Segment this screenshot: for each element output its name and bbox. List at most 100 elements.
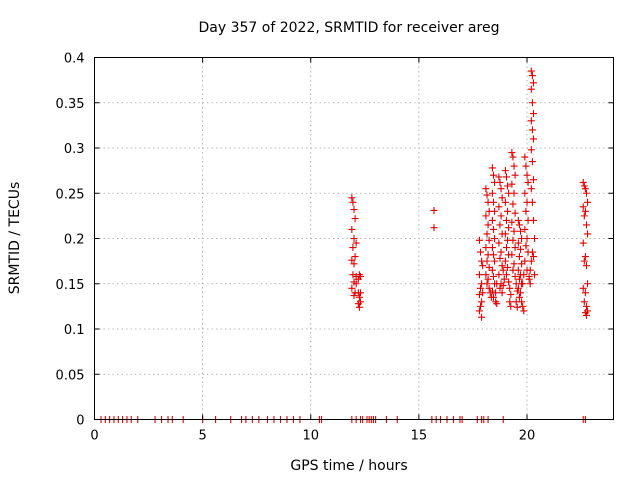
data-point (495, 173, 503, 181)
x-axis-label: GPS time / hours (290, 458, 407, 474)
data-point (527, 67, 535, 75)
axes: 0 0.05 0.1 0.15 0.2 0.25 0.3 0.35 0.4 0 5 10 15 20 (56, 52, 614, 444)
data-point (475, 291, 483, 299)
data-point (356, 289, 364, 297)
data-point (355, 303, 363, 311)
data-point (529, 135, 537, 143)
data-point (582, 262, 590, 270)
y-tick-label: 0.05 (56, 368, 85, 383)
data-point (528, 248, 536, 256)
data-point (475, 236, 483, 244)
y-axis-label: SRMTID / TECUs (7, 182, 23, 295)
data-point (528, 126, 536, 134)
data-point (483, 280, 491, 288)
x-tick-label: 10 (302, 429, 319, 444)
data-point (489, 293, 497, 301)
data-point (514, 239, 522, 247)
data-point (521, 225, 529, 233)
data-point (348, 194, 356, 202)
data-point (498, 262, 506, 270)
data-point (488, 216, 496, 224)
data-point (482, 271, 490, 279)
data-point (582, 221, 590, 229)
data-point (500, 275, 508, 283)
data-point (355, 271, 363, 279)
data-point (350, 260, 358, 268)
data-point (489, 198, 497, 206)
data-point (502, 244, 510, 252)
data-point (526, 266, 534, 274)
data-point (508, 149, 516, 157)
data-point (496, 221, 504, 229)
data-point (582, 311, 590, 319)
data-point (496, 178, 504, 186)
data-point (519, 302, 527, 310)
y-tick-label: 0.1 (64, 323, 85, 338)
data-point (531, 271, 539, 279)
data-point (528, 99, 536, 107)
data-point (484, 221, 492, 229)
data-point (499, 282, 507, 290)
x-tick-label: 5 (198, 429, 206, 444)
data-point (505, 224, 513, 232)
data-point (531, 235, 539, 242)
data-point (475, 271, 483, 279)
data-point (514, 216, 522, 224)
data-point (515, 253, 523, 261)
data-point (523, 235, 531, 242)
data-point (502, 173, 510, 181)
data-point (483, 191, 491, 199)
data-point (522, 207, 530, 215)
data-point (517, 227, 525, 235)
data-point (354, 300, 362, 308)
data-point (529, 216, 537, 224)
data-point (484, 275, 492, 283)
data-point (501, 257, 509, 265)
data-point (504, 263, 512, 271)
data-point (482, 185, 490, 193)
data-point (495, 203, 503, 211)
data-point (511, 209, 519, 217)
data-point (515, 275, 523, 283)
data-point (349, 244, 357, 252)
data-point (477, 248, 485, 256)
data-point (507, 291, 515, 299)
data-point (529, 253, 537, 261)
data-point (488, 266, 496, 274)
data-point (482, 212, 490, 220)
data-point (483, 230, 491, 238)
data-point (527, 117, 535, 125)
data-point (511, 244, 519, 252)
data-point (497, 185, 505, 193)
data-point (349, 198, 357, 206)
data-point (519, 280, 527, 288)
data-point (527, 85, 535, 93)
data-point (482, 244, 490, 252)
data-point (581, 207, 589, 215)
data-point (501, 167, 509, 175)
data-point (491, 235, 499, 242)
data-point (497, 212, 505, 220)
data-point (355, 293, 363, 301)
data-point (504, 182, 512, 190)
data-point (514, 266, 522, 274)
data-point (506, 284, 514, 292)
data-point (581, 185, 589, 193)
data-point (514, 284, 522, 292)
data-points (97, 67, 592, 423)
data-point (477, 302, 485, 310)
data-point (478, 298, 486, 306)
data-point (350, 235, 358, 242)
data-point (485, 236, 493, 244)
data-point (584, 230, 592, 238)
data-point (579, 178, 587, 186)
data-point (520, 271, 528, 279)
data-point (498, 194, 506, 202)
data-point (528, 158, 536, 166)
data-point (352, 280, 360, 288)
y-tick-label: 0.3 (64, 142, 85, 157)
data-point (488, 244, 496, 252)
y-tick-label: 0.4 (64, 52, 85, 67)
data-point (511, 171, 519, 179)
